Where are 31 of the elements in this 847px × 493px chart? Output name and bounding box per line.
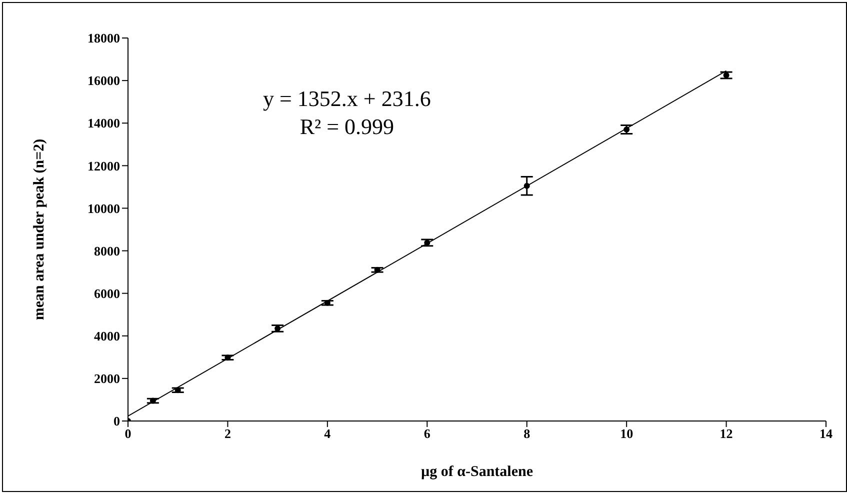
- x-tick-label: 12: [720, 426, 733, 442]
- point: [224, 354, 231, 361]
- x-tick-label: 4: [324, 426, 332, 442]
- y-tick-label: 2000: [94, 371, 120, 386]
- y-axis-title: mean area under peak (n=2): [31, 138, 48, 320]
- y-tick-label: 16000: [88, 73, 120, 88]
- y-tick-label: 8000: [94, 243, 120, 258]
- x-tick-label: 10: [620, 426, 634, 442]
- point: [150, 398, 156, 404]
- x-tick-label: 14: [820, 426, 833, 442]
- x-axis-title: µg of α-Santalene: [420, 464, 534, 480]
- point: [424, 240, 430, 246]
- point: [374, 266, 380, 273]
- x-tick-label: 0: [124, 426, 132, 442]
- x-tick-label: 2: [224, 426, 231, 442]
- x-tick-label: 8: [524, 426, 531, 442]
- annotation: R² = 0.999: [298, 113, 395, 141]
- point: [723, 72, 730, 78]
- y-tick-label: 4000: [94, 328, 120, 344]
- y-tick-label: 0: [114, 414, 120, 429]
- point: [324, 300, 330, 306]
- y-tick-label: 18000: [88, 30, 120, 46]
- y-tick-label: 12000: [88, 158, 120, 174]
- y-tick-label: 6000: [94, 286, 120, 301]
- point: [174, 387, 181, 394]
- point: [524, 182, 530, 189]
- y-tick-label: 10000: [88, 200, 120, 216]
- point: [624, 126, 630, 132]
- x-tick-label: 6: [424, 426, 431, 442]
- y-tick-label: 14000: [88, 116, 120, 131]
- annotation: y = 1352.x + 231.6: [263, 85, 431, 113]
